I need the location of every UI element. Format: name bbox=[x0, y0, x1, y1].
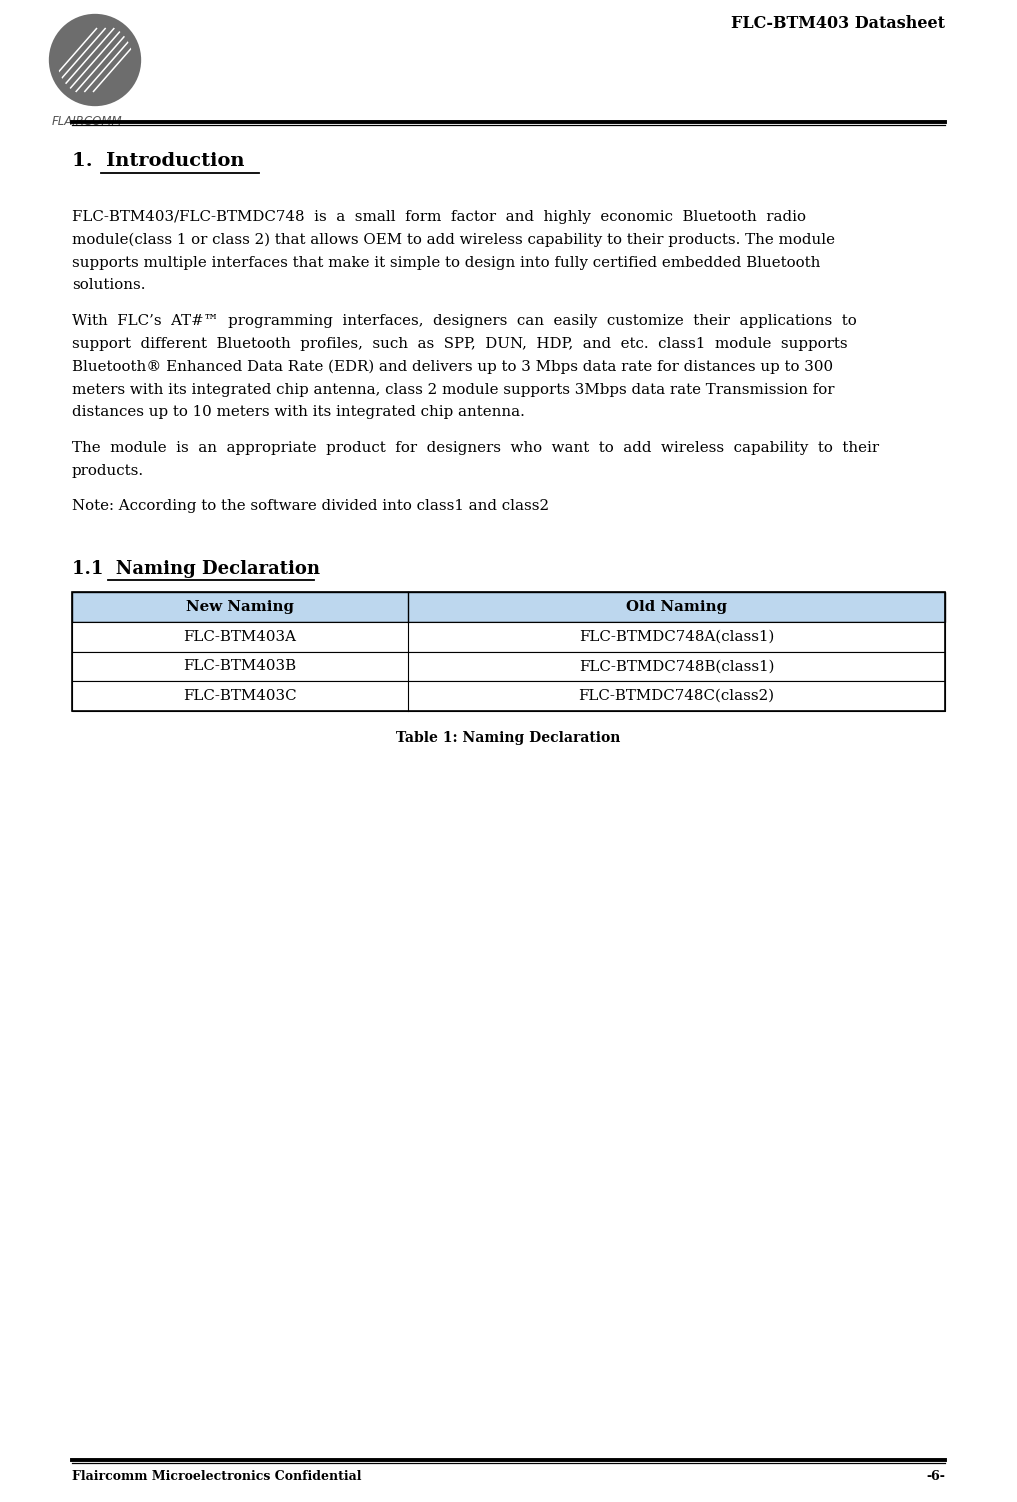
Text: FLC-BTM403 Datasheet: FLC-BTM403 Datasheet bbox=[731, 15, 945, 32]
Text: FLC-BTM403A: FLC-BTM403A bbox=[183, 629, 297, 644]
Text: With  FLC’s  AT#™  programming  interfaces,  designers  can  easily  customize  : With FLC’s AT#™ programming interfaces, … bbox=[72, 314, 856, 329]
Text: supports multiple interfaces that make it simple to design into fully certified : supports multiple interfaces that make i… bbox=[72, 255, 821, 269]
Text: FLAIRCOMM: FLAIRCOMM bbox=[52, 116, 122, 128]
Text: solutions.: solutions. bbox=[72, 278, 145, 293]
Text: New Naming: New Naming bbox=[186, 599, 294, 614]
Text: 1.  Introduction: 1. Introduction bbox=[72, 152, 244, 170]
Bar bbox=[72, 680, 945, 710]
Bar bbox=[72, 592, 945, 710]
Bar bbox=[72, 622, 945, 652]
Text: products.: products. bbox=[72, 464, 144, 478]
Text: Flaircomm Microelectronics Confidential: Flaircomm Microelectronics Confidential bbox=[72, 1470, 361, 1482]
Bar bbox=[72, 592, 945, 622]
Text: distances up to 10 meters with its integrated chip antenna.: distances up to 10 meters with its integ… bbox=[72, 406, 525, 419]
Text: FLC-BTMDC748C(class2): FLC-BTMDC748C(class2) bbox=[579, 689, 775, 703]
Text: support  different  Bluetooth  profiles,  such  as  SPP,  DUN,  HDP,  and  etc. : support different Bluetooth profiles, su… bbox=[72, 336, 847, 351]
Text: Bluetooth® Enhanced Data Rate (EDR) and delivers up to 3 Mbps data rate for dist: Bluetooth® Enhanced Data Rate (EDR) and … bbox=[72, 360, 833, 374]
Text: FLC-BTMDC748A(class1): FLC-BTMDC748A(class1) bbox=[579, 629, 774, 644]
Circle shape bbox=[53, 18, 137, 102]
Text: Old Naming: Old Naming bbox=[626, 599, 727, 614]
Text: Note: According to the software divided into class1 and class2: Note: According to the software divided … bbox=[72, 499, 549, 512]
Text: The  module  is  an  appropriate  product  for  designers  who  want  to  add  w: The module is an appropriate product for… bbox=[72, 442, 879, 455]
Bar bbox=[72, 652, 945, 680]
Text: FLC-BTMDC748B(class1): FLC-BTMDC748B(class1) bbox=[579, 659, 774, 673]
Text: FLC-BTM403B: FLC-BTM403B bbox=[183, 659, 297, 673]
Text: FLC-BTM403C: FLC-BTM403C bbox=[183, 689, 297, 703]
Text: 1.1  Naming Declaration: 1.1 Naming Declaration bbox=[72, 560, 320, 578]
Text: -6-: -6- bbox=[926, 1470, 945, 1482]
Text: module(class 1 or class 2) that allows OEM to add wireless capability to their p: module(class 1 or class 2) that allows O… bbox=[72, 233, 835, 248]
Text: Table 1: Naming Declaration: Table 1: Naming Declaration bbox=[397, 730, 620, 745]
Text: FLC-BTM403/FLC-BTMDC748  is  a  small  form  factor  and  highly  economic  Blue: FLC-BTM403/FLC-BTMDC748 is a small form … bbox=[72, 210, 806, 224]
Text: meters with its integrated chip antenna, class 2 module supports 3Mbps data rate: meters with its integrated chip antenna,… bbox=[72, 383, 835, 397]
